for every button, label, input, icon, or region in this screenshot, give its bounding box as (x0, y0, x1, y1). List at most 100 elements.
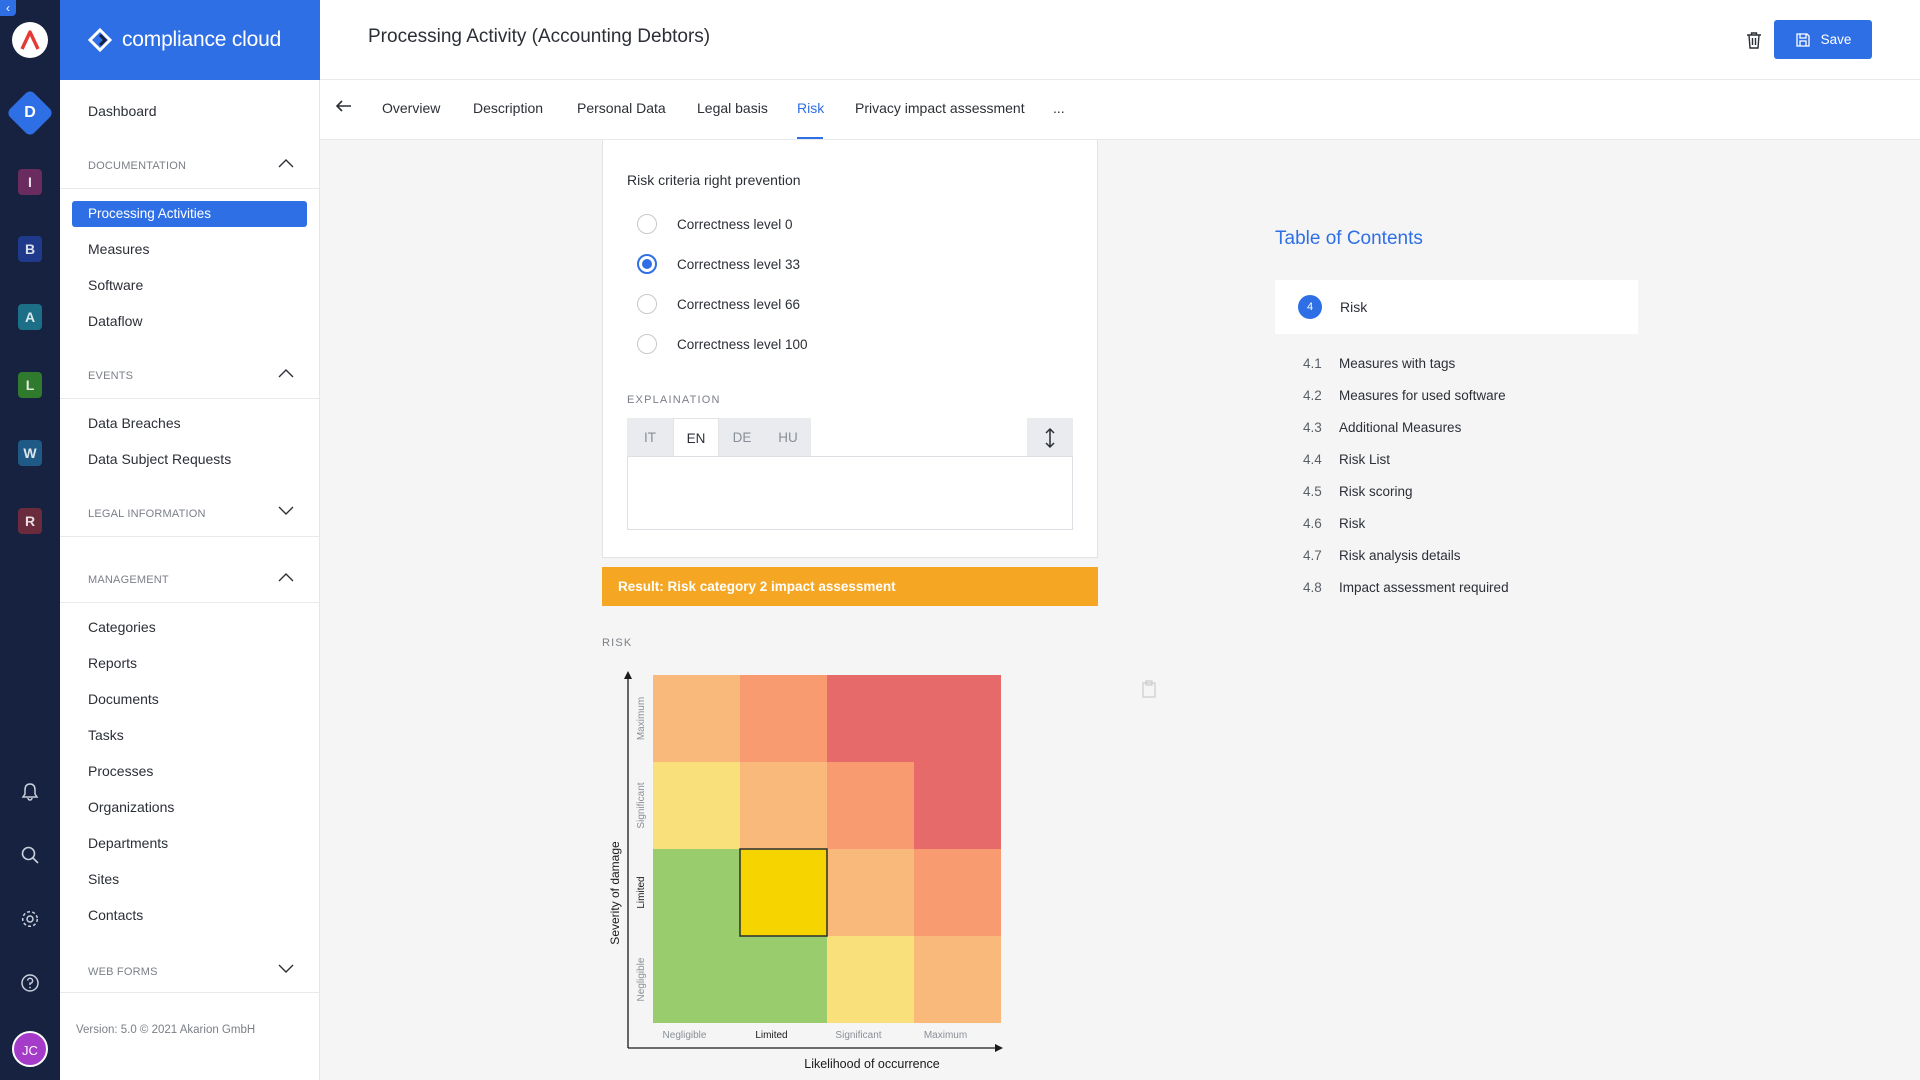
nav-software[interactable]: Software (88, 277, 144, 293)
lang-tab-de[interactable]: DE (732, 430, 752, 445)
toc-item[interactable]: 4.2 Measures for used software (1303, 388, 1506, 403)
tab-more[interactable]: ... (1053, 100, 1065, 116)
nav-categories[interactable]: Categories (88, 619, 156, 635)
tab-legal-basis[interactable]: Legal basis (697, 100, 768, 116)
chevron-down-icon (278, 506, 294, 515)
radio-option-66[interactable]: Correctness level 66 (637, 294, 800, 314)
tab-privacy-impact-assessment[interactable]: Privacy impact assessment (855, 100, 1025, 116)
toc-item-label: Risk (1339, 516, 1366, 531)
matrix-cell (653, 762, 740, 849)
toc-item-number: 4.1 (1303, 356, 1322, 371)
delete-button[interactable] (1742, 26, 1766, 54)
radio-button-checked[interactable] (637, 254, 657, 274)
akarion-logo[interactable] (12, 22, 48, 58)
section-documentation[interactable]: DOCUMENTATION (88, 159, 294, 172)
back-button[interactable] (334, 96, 354, 122)
toc-item-number: 4.6 (1303, 516, 1322, 531)
rail-app-w[interactable]: W (18, 440, 42, 466)
brand-header[interactable]: compliance cloud (60, 0, 320, 80)
y-tick-label: Maximum (636, 697, 647, 740)
copy-icon[interactable] (1142, 680, 1156, 703)
x-tick-label: Maximum (924, 1030, 967, 1041)
matrix-cell (740, 762, 827, 849)
page-header: Processing Activity (Accounting Debtors)… (320, 0, 1920, 80)
divider (60, 602, 320, 603)
tab-risk[interactable]: Risk (797, 100, 825, 116)
toc-item-label: Measures for used software (1339, 388, 1506, 403)
help-icon[interactable] (17, 970, 43, 996)
toc-item-number: 4.8 (1303, 580, 1322, 595)
lang-tab-hu[interactable]: HU (778, 430, 798, 445)
section-legal-information[interactable]: LEGAL INFORMATION (88, 506, 294, 520)
tab-personal-data[interactable]: Personal Data (577, 100, 666, 116)
rail-app-r[interactable]: R (18, 508, 42, 534)
nav-sites[interactable]: Sites (88, 871, 120, 887)
language-tabs: IT EN DE HU (627, 418, 811, 457)
radio-button[interactable] (637, 294, 657, 314)
tab-overview[interactable]: Overview (382, 100, 441, 116)
radio-option-33[interactable]: Correctness level 33 (637, 254, 800, 274)
y-tick-label: Negligible (636, 957, 647, 1001)
toc-item[interactable]: 4.3 Additional Measures (1303, 420, 1461, 435)
toc-item[interactable]: 4.5 Risk scoring (1303, 484, 1413, 499)
toc-item[interactable]: 4.8 Impact assessment required (1303, 580, 1509, 595)
matrix-cell (914, 762, 1001, 849)
lang-tab-en[interactable]: EN (673, 418, 719, 457)
bell-icon[interactable] (17, 779, 43, 805)
tab-bar: Overview Description Personal Data Legal… (320, 80, 1920, 140)
section-management[interactable]: MANAGEMENT (88, 573, 294, 586)
nav-departments[interactable]: Departments (88, 835, 169, 851)
lang-tab-it[interactable]: IT (644, 430, 656, 445)
gear-icon[interactable] (17, 906, 43, 932)
toc-item[interactable]: 4.1 Measures with tags (1303, 356, 1455, 371)
chevron-up-icon (278, 573, 294, 582)
matrix-cell (827, 849, 914, 936)
collapse-rail-button[interactable]: ‹ (0, 0, 16, 16)
nav-documents[interactable]: Documents (88, 691, 159, 707)
highlighted-risk-cell (739, 848, 828, 937)
nav-processes[interactable]: Processes (88, 763, 154, 779)
x-axis-title: Likelihood of occurrence (804, 1057, 940, 1071)
nav-tasks[interactable]: Tasks (88, 727, 124, 743)
radio-button[interactable] (637, 334, 657, 354)
save-button[interactable]: Save (1774, 20, 1872, 59)
rail-app-b[interactable]: B (18, 236, 42, 262)
search-icon[interactable] (17, 842, 43, 868)
explanation-textarea[interactable] (627, 456, 1073, 530)
nav-dataflow[interactable]: Dataflow (88, 313, 143, 329)
matrix-cell (653, 849, 740, 936)
nav-processing-activities[interactable]: Processing Activities (72, 201, 307, 227)
rail-app-d[interactable]: D (5, 88, 55, 138)
matrix-cell (653, 675, 740, 762)
section-web-forms[interactable]: WEB FORMS (88, 964, 294, 978)
section-events[interactable]: EVENTS (88, 369, 294, 382)
nav-dashboard[interactable]: Dashboard (88, 103, 157, 119)
matrix-cell (740, 849, 827, 936)
toc-item[interactable]: 4.4 Risk List (1303, 452, 1390, 467)
nav-contacts[interactable]: Contacts (88, 907, 144, 923)
toc-current-section[interactable]: 4 Risk (1275, 280, 1638, 334)
toc-item[interactable]: 4.7 Risk analysis details (1303, 548, 1461, 563)
toc-item-number: 4.4 (1303, 452, 1322, 467)
nav-reports[interactable]: Reports (88, 655, 138, 671)
explanation-label: EXPLAINATION (627, 394, 721, 406)
rail-app-i[interactable]: I (18, 169, 42, 195)
matrix-cell (653, 936, 740, 1023)
radio-button[interactable] (637, 214, 657, 234)
nav-data-breaches[interactable]: Data Breaches (88, 415, 181, 431)
nav-measures[interactable]: Measures (88, 241, 150, 257)
tab-description[interactable]: Description (473, 100, 544, 116)
logo-icon (20, 30, 40, 50)
sidebar: Dashboard DOCUMENTATION Processing Activ… (60, 80, 320, 1080)
nav-organizations[interactable]: Organizations (88, 799, 175, 815)
rail-app-l[interactable]: L (18, 372, 42, 398)
toc-item-label: Additional Measures (1339, 420, 1462, 435)
expand-editor-button[interactable] (1027, 418, 1073, 457)
user-avatar[interactable]: JC (12, 1031, 48, 1067)
radio-option-100[interactable]: Correctness level 100 (637, 334, 808, 354)
toc-item[interactable]: 4.6 Risk (1303, 516, 1365, 531)
rail-app-a[interactable]: A (18, 304, 42, 330)
nav-data-subject-requests[interactable]: Data Subject Requests (88, 451, 232, 467)
radio-option-0[interactable]: Correctness level 0 (637, 214, 793, 234)
x-tick-label: Limited (755, 1030, 787, 1041)
